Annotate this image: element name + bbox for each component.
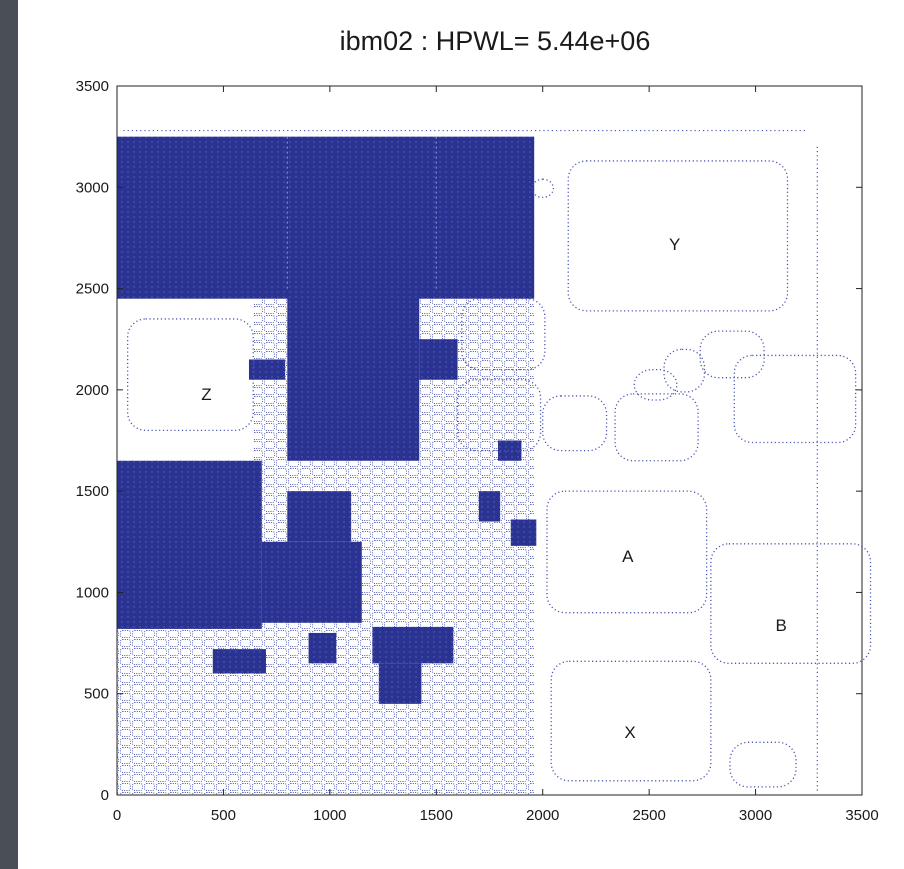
y-tick-label: 2500 [76,281,109,298]
y-tick-label: 500 [84,686,109,703]
dense-cell-cluster [287,491,352,542]
block-label: Y [669,235,680,254]
dense-cell-cluster [498,440,522,461]
x-tick-label: 3500 [845,807,878,824]
axis-ticks: 0 500 1000 1500 2000 2500 3000 3500 0 500 1000 1500… [76,78,879,824]
x-tick-label: 1500 [420,807,453,824]
macro-block [699,330,765,379]
dense-cell-cluster [287,292,420,461]
dense-cell-cluster [419,339,458,380]
dense-cell-cluster [372,626,454,664]
macro-block [550,660,712,782]
macro-block [614,393,699,462]
macro-block [461,298,546,371]
plot-area [116,85,872,796]
x-tick-label: 2000 [526,807,559,824]
dense-cell-cluster [378,663,422,704]
chart-title: ibm02 : HPWL= 5.44e+06 [340,26,651,56]
block-label: X [624,723,635,742]
x-tick-label: 500 [211,807,236,824]
macro-block [126,318,254,432]
y-tick-label: 1500 [76,483,109,500]
macro-block [542,395,608,452]
dense-cell-cluster [117,460,262,629]
x-tick-label: 3000 [739,807,772,824]
dense-cell-cluster [478,491,501,522]
axes-frame [116,85,863,796]
x-tick-label: 2500 [632,807,665,824]
dense-cell-cluster [117,136,535,299]
x-tick-label: 1000 [313,807,346,824]
dense-cell-cluster [510,519,537,546]
macro-block [456,379,542,452]
dense-cell-cluster [261,541,362,623]
block-label: Z [201,385,211,404]
y-tick-label: 1000 [76,584,109,601]
macro-block [710,543,872,664]
macro-block [567,160,789,312]
block-label: B [775,616,786,635]
y-tick-label: 2000 [76,382,109,399]
block-label: A [622,547,634,566]
x-tick-label: 0 [113,807,121,824]
y-tick-label: 3000 [76,179,109,196]
dense-cell-cluster [248,359,286,380]
macro-block [733,354,857,444]
macro-block [531,178,555,199]
macro-block [633,368,678,401]
y-tick-label: 0 [101,787,109,804]
macro-block [546,490,708,614]
block-annotations: Y Z A B X [201,235,787,742]
dense-cell-cluster [212,649,266,674]
dense-cell-cluster [308,632,337,664]
macro-block [663,348,706,393]
y-tick-label: 3500 [76,78,109,95]
